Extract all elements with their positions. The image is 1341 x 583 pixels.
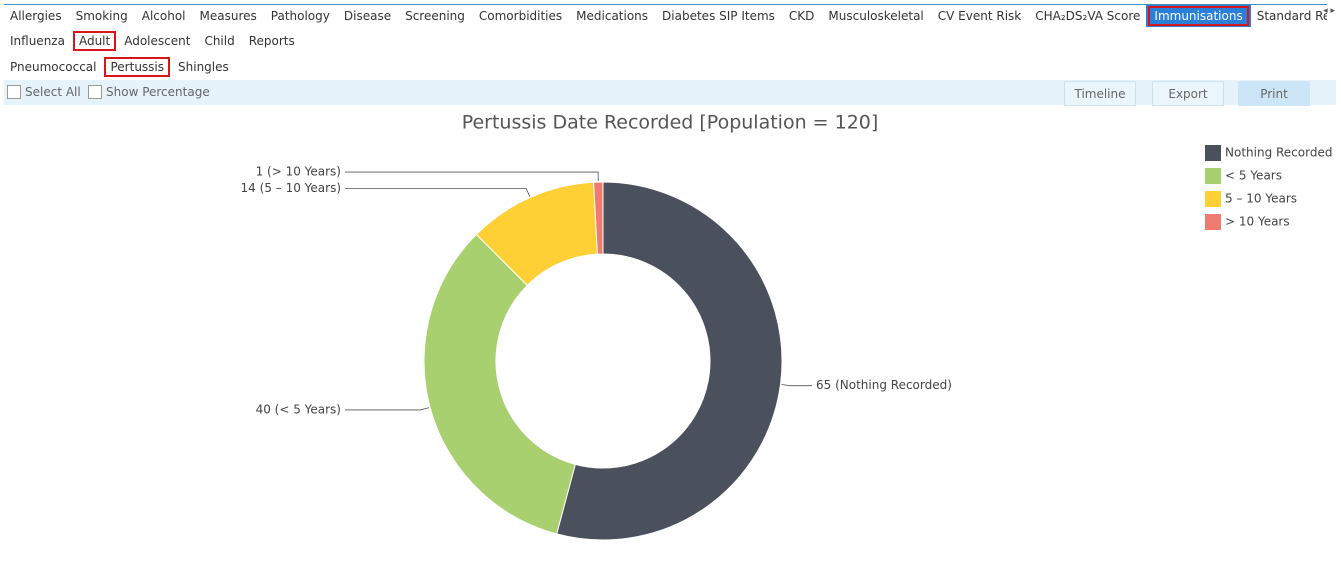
tab[interactable]: Medications xyxy=(576,9,649,23)
button[interactable]: Print xyxy=(1238,81,1310,106)
tab[interactable]: Allergies xyxy=(10,9,62,23)
tab[interactable]: Measures xyxy=(199,9,257,23)
button[interactable]: Timeline xyxy=(1064,81,1136,106)
chart: Pertussis Date Recorded [Population = 12… xyxy=(241,112,1332,541)
data-label: 40 (< 5 Years) xyxy=(256,402,341,416)
tab[interactable]: Standard Reports xyxy=(1256,9,1327,23)
main-tabs: Allergies Smoking Alcohol Measures Pathology… xyxy=(4,4,1327,27)
tab[interactable]: Adolescent xyxy=(124,34,191,48)
checkbox[interactable]: Select All xyxy=(7,85,81,99)
tab[interactable]: Shingles xyxy=(178,60,229,74)
legend-swatch xyxy=(1205,168,1221,184)
tab[interactable]: CKD xyxy=(788,9,815,23)
tab[interactable]: Pertussis xyxy=(104,57,171,77)
legend-label: < 5 Years xyxy=(1225,169,1282,183)
tab[interactable]: Comorbidities xyxy=(478,9,563,23)
tab[interactable]: Musculoskeletal xyxy=(828,9,924,23)
tab[interactable]: CHA₂DS₂VA Score xyxy=(1035,9,1141,23)
tab[interactable]: Pathology xyxy=(270,9,330,23)
data-label: 65 (Nothing Recorded) xyxy=(816,378,952,392)
tab[interactable]: Screening xyxy=(405,9,465,23)
legend-label: 5 – 10 Years xyxy=(1225,192,1297,206)
data-label: 14 (5 – 10 Years) xyxy=(241,181,341,195)
sub-tabs: Influenza Adult Adolescent Child Reports xyxy=(4,30,303,52)
legend-label: Nothing Recorded xyxy=(1225,146,1332,160)
donut-segment xyxy=(556,181,783,541)
toolbar: Select All Show Percentage Timeline Expo… xyxy=(4,80,1336,106)
tab[interactable]: Child xyxy=(204,34,235,48)
tab[interactable]: Immunisations xyxy=(1146,5,1251,27)
leader-line xyxy=(781,384,812,387)
tab[interactable]: Smoking xyxy=(75,9,128,23)
leader-line xyxy=(345,187,531,197)
checkbox-label: Show Percentage xyxy=(106,85,210,99)
legend-swatch xyxy=(1205,214,1221,230)
checkbox[interactable]: Show Percentage xyxy=(88,85,210,99)
chart-title: Pertussis Date Recorded [Population = 12… xyxy=(462,112,879,134)
tab[interactable]: Disease xyxy=(343,9,392,23)
donut-segment xyxy=(593,181,604,255)
legend-swatch xyxy=(1205,145,1221,161)
donut-segment xyxy=(423,233,576,535)
tab[interactable]: Adult xyxy=(72,31,117,51)
tab[interactable]: Pneumococcal xyxy=(10,60,97,74)
tab[interactable]: Influenza xyxy=(10,34,65,48)
legend-swatch xyxy=(1205,191,1221,207)
checkbox-label: Select All xyxy=(25,85,81,99)
tab[interactable]: CV Event Risk xyxy=(937,9,1022,23)
tab-scroll-arrows[interactable]: ◂ ▸ xyxy=(1323,6,1335,16)
leader-line xyxy=(345,407,430,411)
tab[interactable]: Diabetes SIP Items xyxy=(662,9,775,23)
leader-line xyxy=(345,171,599,182)
legend-label: > 10 Years xyxy=(1225,215,1290,229)
data-label: 1 (> 10 Years) xyxy=(256,165,341,179)
button[interactable]: Export xyxy=(1152,81,1224,106)
subsub-tabs: Pneumococcal Pertussis Shingles xyxy=(4,56,237,78)
tab[interactable]: Alcohol xyxy=(141,9,186,23)
tab[interactable]: Reports xyxy=(248,34,295,48)
